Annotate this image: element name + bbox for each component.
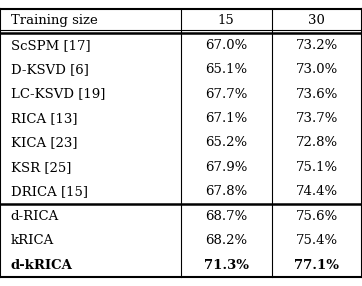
Text: ScSPM [17]: ScSPM [17] (11, 39, 90, 52)
Text: 67.0%: 67.0% (205, 39, 247, 52)
Text: 15: 15 (218, 14, 235, 27)
Text: D-KSVD [6]: D-KSVD [6] (11, 63, 89, 76)
Text: 72.8%: 72.8% (296, 136, 338, 150)
Text: LC-KSVD [19]: LC-KSVD [19] (11, 88, 105, 101)
Text: 65.2%: 65.2% (205, 136, 247, 150)
Text: KSR [25]: KSR [25] (11, 161, 71, 174)
Text: 30: 30 (308, 14, 325, 27)
Text: 75.6%: 75.6% (296, 210, 338, 223)
Text: 67.1%: 67.1% (205, 112, 247, 125)
Text: 75.4%: 75.4% (296, 234, 338, 247)
Text: 71.3%: 71.3% (204, 259, 249, 272)
Text: 67.9%: 67.9% (205, 161, 248, 174)
Text: 73.0%: 73.0% (296, 63, 338, 76)
Text: kRICA: kRICA (11, 234, 54, 247)
Text: 67.7%: 67.7% (205, 88, 248, 101)
Text: 67.8%: 67.8% (205, 185, 247, 198)
Text: KICA [23]: KICA [23] (11, 136, 77, 150)
Text: 77.1%: 77.1% (294, 259, 339, 272)
Text: 74.4%: 74.4% (296, 185, 338, 198)
Text: Training size: Training size (11, 14, 98, 27)
Text: 73.6%: 73.6% (295, 88, 338, 101)
Text: 68.7%: 68.7% (205, 210, 247, 223)
Text: 75.1%: 75.1% (296, 161, 338, 174)
Text: d-kRICA: d-kRICA (11, 259, 73, 272)
Text: d-RICA: d-RICA (11, 210, 59, 223)
Text: RICA [13]: RICA [13] (11, 112, 77, 125)
Text: 73.7%: 73.7% (295, 112, 338, 125)
Text: 73.2%: 73.2% (296, 39, 338, 52)
Text: 65.1%: 65.1% (205, 63, 247, 76)
Text: 68.2%: 68.2% (205, 234, 247, 247)
Text: DRICA [15]: DRICA [15] (11, 185, 88, 198)
